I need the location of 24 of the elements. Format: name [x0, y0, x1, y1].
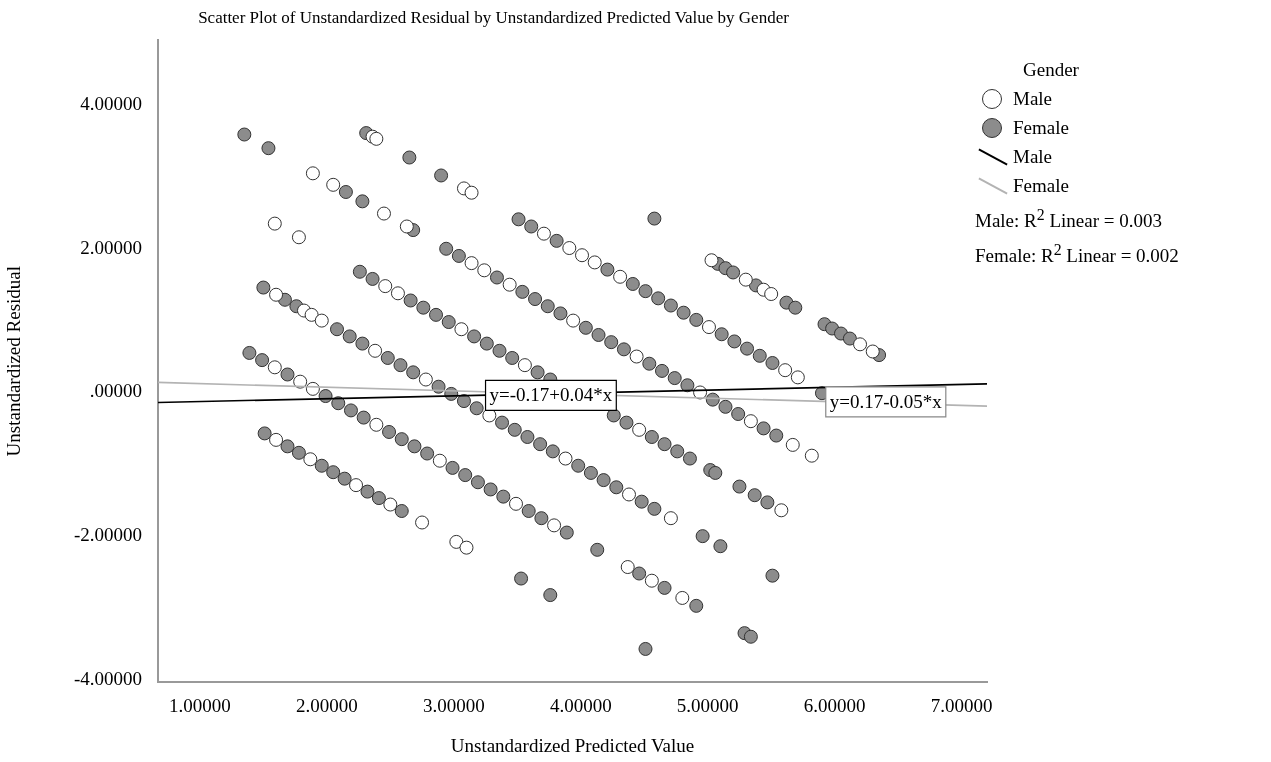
y-tick-label: -4.00000	[73, 667, 142, 689]
annotation: y=-0.17+0.04*x	[489, 384, 613, 406]
x-axis-title: Unstandardized Predicted Value	[450, 734, 695, 756]
x-tick-label: 7.00000	[930, 695, 993, 717]
legend-label: Male	[1013, 87, 1053, 111]
x-tick-label: 3.00000	[422, 695, 485, 717]
y-tick-label: 2.00000	[80, 236, 142, 258]
x-tick-label: 5.00000	[676, 695, 739, 717]
y-tick-label: .00000	[89, 380, 142, 402]
y-tick-label: 4.00000	[80, 93, 142, 115]
legend-label: Male	[1013, 145, 1053, 169]
legend-label: Female	[1013, 174, 1069, 198]
annotation: Female: R$^{2}$ Linear = 0.002	[975, 240, 1179, 269]
legend-title: Gender	[1022, 58, 1080, 82]
legend-label: Female	[1013, 116, 1069, 140]
annotation: Male: R$^{2}$ Linear = 0.003	[975, 205, 1163, 234]
x-tick-label: 6.00000	[803, 695, 866, 717]
y-tick-label: -2.00000	[73, 524, 142, 546]
annotation: y=0.17-0.05*x	[829, 390, 943, 412]
x-tick-label: 4.00000	[549, 695, 612, 717]
x-tick-label: 2.00000	[295, 695, 358, 717]
chart-title: Scatter Plot of Unstandardized Residual by Unstandardized Predicted Value by Gender	[198, 7, 790, 27]
x-tick-label: 1.00000	[169, 695, 231, 717]
y-axis-title: Unstandardized Residual	[3, 265, 25, 457]
